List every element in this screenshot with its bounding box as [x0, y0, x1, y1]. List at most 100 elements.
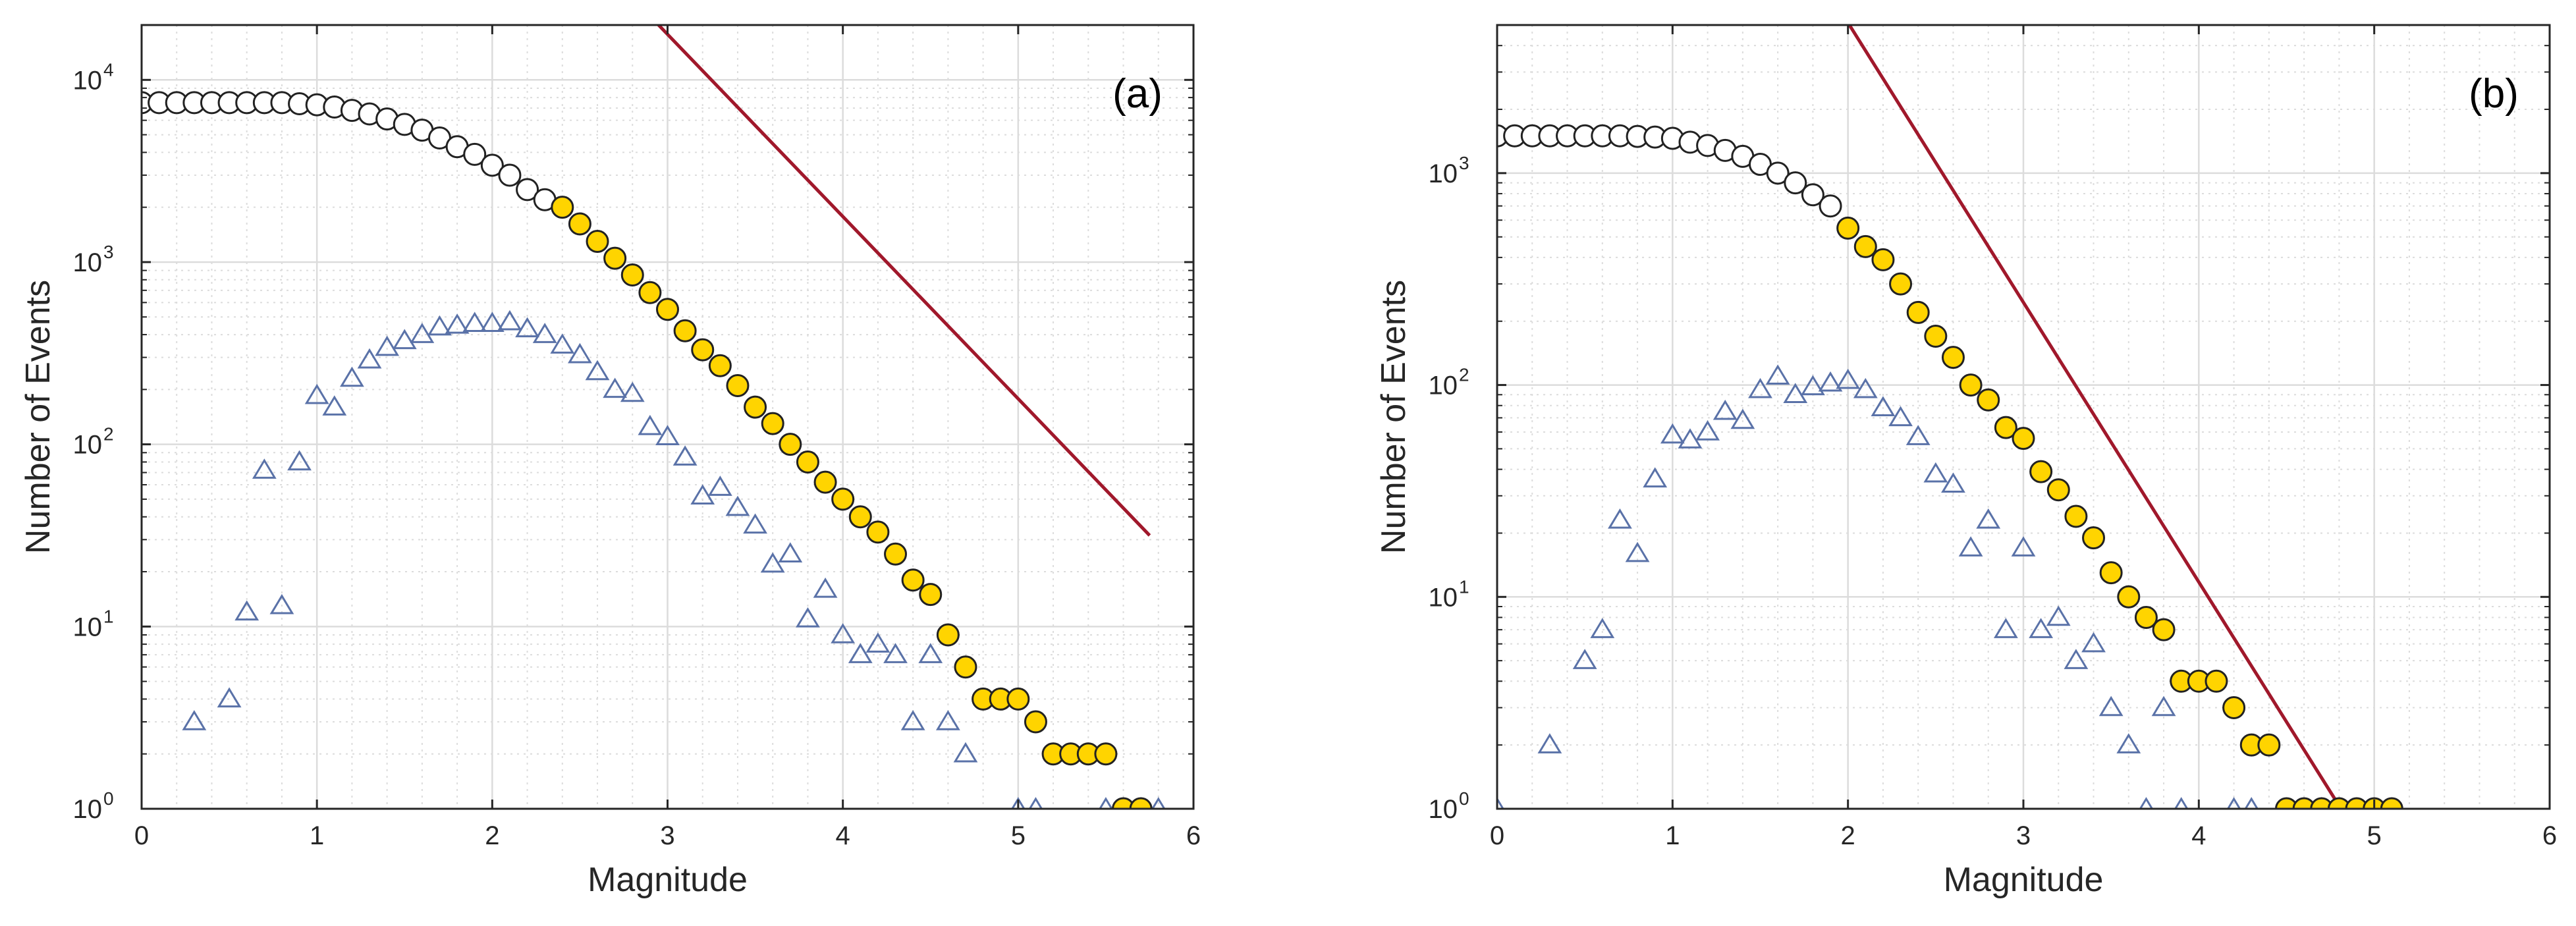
noncumulative-triangle-point — [953, 742, 978, 763]
cumulative-point-above-mc — [936, 623, 960, 647]
x-axis-label: Magnitude — [588, 861, 748, 899]
noncumulative-triangle-point — [1643, 467, 1668, 488]
noncumulative-triangle-point — [1801, 375, 1825, 396]
y-tick-exponent: 0 — [1459, 788, 1469, 809]
cumulative-point-above-mc — [586, 229, 609, 253]
y-axis-label: Number of Events — [19, 280, 57, 554]
x-tick-label: 6 — [2542, 821, 2557, 850]
noncumulative-triangle-point — [497, 310, 522, 331]
noncumulative-triangle-point — [1625, 541, 1650, 562]
cumulative-point — [480, 153, 504, 177]
cumulative-point-above-mc — [2082, 526, 2106, 550]
cumulative-point-above-mc — [1941, 346, 1965, 369]
cumulative-point-above-mc — [761, 412, 784, 435]
y-tick-exponent: 3 — [103, 242, 114, 262]
noncumulative-triangle-point — [287, 450, 312, 471]
noncumulative-triangle-point — [252, 458, 277, 479]
cumulative-point-above-mc — [2275, 797, 2298, 809]
cumulative-point-above-mc — [2292, 797, 2316, 809]
cumulative-point-above-mc — [901, 568, 925, 592]
data-layer — [1497, 25, 2403, 809]
cumulative-point — [498, 163, 522, 187]
cumulative-point — [463, 142, 487, 166]
noncumulative-triangle-point — [1871, 396, 1896, 417]
x-tick-label: 5 — [1011, 821, 1026, 850]
noncumulative-triangle-point — [480, 312, 505, 333]
gutenberg-richter-fit-line — [656, 25, 1151, 537]
noncumulative-triangle-point — [918, 643, 943, 663]
cumulative-point-above-mc — [2380, 797, 2403, 809]
x-tick-label: 2 — [1841, 821, 1855, 850]
y-tick-exponent: 1 — [103, 606, 114, 626]
noncumulative-triangle-point — [778, 542, 803, 562]
noncumulative-triangle-point — [2116, 733, 2141, 753]
noncumulative-triangle-point — [1765, 364, 1790, 385]
y-tick-label: 10 — [1429, 371, 1458, 400]
noncumulative-triangle-point — [1590, 618, 1615, 638]
noncumulative-triangle-point — [900, 710, 925, 730]
cumulative-point — [1766, 161, 1790, 185]
y-tick-exponent: 0 — [103, 788, 114, 809]
noncumulative-triangle-point — [690, 484, 715, 504]
cumulative-point-above-mc — [2134, 605, 2158, 629]
x-tick-label: 3 — [2016, 821, 2031, 850]
noncumulative-triangle-point — [796, 607, 820, 628]
cumulative-point-above-mc — [919, 583, 943, 607]
noncumulative-triangle-point — [725, 495, 750, 516]
cumulative-point-above-mc — [2064, 504, 2088, 528]
cumulative-point-above-mc — [848, 505, 872, 529]
noncumulative-triangle-point — [655, 425, 680, 445]
noncumulative-triangle-point — [2046, 605, 2071, 626]
noncumulative-triangle-point — [865, 632, 891, 653]
x-tick-label: 6 — [1186, 821, 1201, 850]
noncumulative-triangle-point — [638, 414, 663, 435]
noncumulative-triangle-point — [515, 317, 539, 338]
x-tick-label: 1 — [310, 821, 324, 850]
noncumulative-triangle-point — [375, 335, 400, 356]
cumulative-point-above-mc — [1871, 248, 1895, 271]
panel-label: (b) — [2469, 71, 2519, 117]
cumulative-point-above-mc — [779, 433, 802, 456]
cumulative-point — [1819, 194, 1842, 218]
noncumulative-triangle-point — [2098, 695, 2124, 717]
noncumulative-triangle-point — [1713, 399, 1738, 420]
cumulative-point-above-mc — [1112, 797, 1136, 809]
noncumulative-triangle-point — [357, 348, 382, 369]
noncumulative-triangle-point — [427, 315, 452, 336]
cumulative-point-above-mc — [656, 298, 679, 321]
cumulative-point-above-mc — [673, 319, 697, 342]
noncumulative-triangle-point — [1941, 472, 1965, 493]
grid — [1496, 25, 2551, 810]
cumulative-point-above-mc — [2327, 797, 2351, 809]
noncumulative-triangle-point — [1497, 797, 1504, 809]
cumulative-point-above-mc — [1889, 272, 1913, 296]
x-tick-label: 0 — [134, 821, 149, 850]
noncumulative-triangle-point — [935, 710, 960, 730]
y-axis-label: Number of Events — [1375, 280, 1413, 554]
noncumulative-triangle-point — [1660, 423, 1685, 444]
noncumulative-triangle-point — [883, 643, 908, 663]
y-tick-label: 10 — [73, 66, 103, 95]
cumulative-point-above-mc — [2152, 618, 2176, 641]
cumulative-point — [1801, 183, 1824, 207]
x-tick-label: 5 — [2367, 821, 2382, 850]
noncumulative-triangle-point — [603, 377, 628, 398]
noncumulative-triangle-point — [760, 552, 785, 573]
noncumulative-triangle-point — [813, 577, 838, 598]
cumulative-point-above-mc — [1959, 373, 1983, 397]
noncumulative-triangle-point — [340, 366, 364, 387]
noncumulative-triangle-point — [462, 312, 487, 333]
x-tick-label: 3 — [660, 821, 674, 850]
noncumulative-triangle-point — [620, 381, 645, 402]
noncumulative-triangle-point — [1748, 377, 1772, 398]
y-tick-label: 10 — [73, 613, 103, 641]
y-tick-label: 10 — [1429, 159, 1458, 188]
noncumulative-triangle-point — [2011, 536, 2036, 557]
cumulative-point-above-mc — [1994, 416, 2017, 439]
noncumulative-triangle-point — [1537, 733, 1562, 753]
noncumulative-triangle-point — [234, 600, 260, 621]
y-tick-exponent: 2 — [1459, 365, 1469, 385]
